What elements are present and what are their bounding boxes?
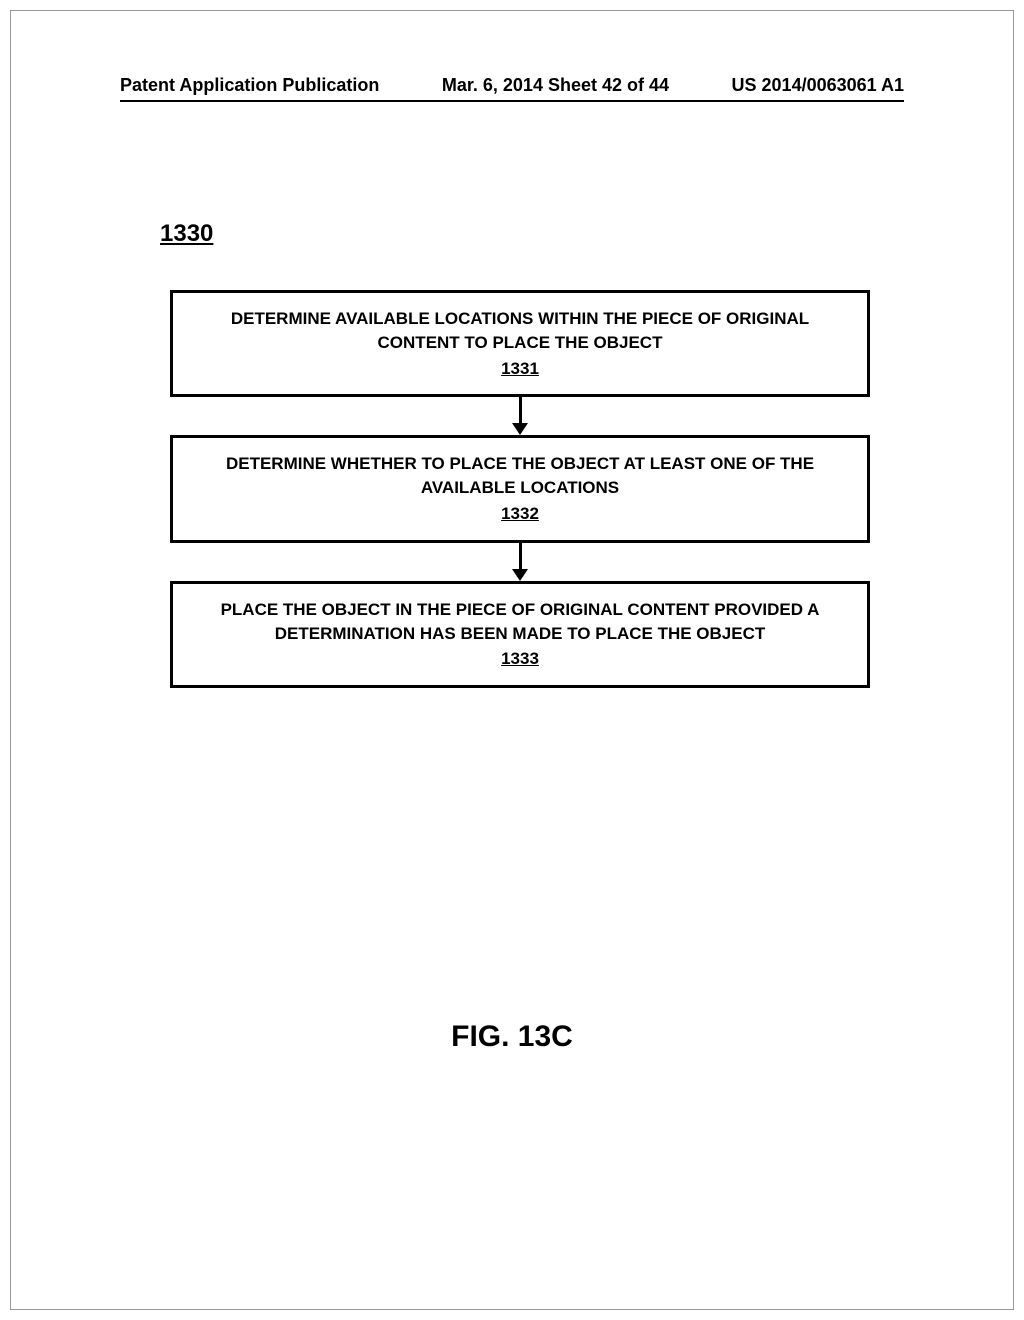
date-sheet: Mar. 6, 2014 Sheet 42 of 44 (442, 75, 669, 96)
page-header: Patent Application Publication Mar. 6, 2… (120, 75, 904, 96)
flowchart-node-text: PLACE THE OBJECT IN THE PIECE OF ORIGINA… (221, 600, 820, 643)
flowchart-node-1332: DETERMINE WHETHER TO PLACE THE OBJECT AT… (170, 435, 870, 542)
flowchart-node-number: 1331 (193, 357, 847, 381)
arrow-head-icon (512, 423, 528, 435)
arrow-head-icon (512, 569, 528, 581)
flowchart-arrow (170, 543, 870, 581)
figure-caption: FIG. 13C (0, 1020, 1024, 1054)
figure-reference-number: 1330 (160, 220, 213, 248)
flowchart-arrow (170, 397, 870, 435)
header-rule (120, 100, 904, 102)
arrow-line (519, 397, 522, 425)
arrow-line (519, 543, 522, 571)
flowchart-node-number: 1333 (193, 647, 847, 671)
flowchart-node-1333: PLACE THE OBJECT IN THE PIECE OF ORIGINA… (170, 581, 870, 688)
flowchart-container: DETERMINE AVAILABLE LOCATIONS WITHIN THE… (170, 290, 870, 688)
flowchart-node-text: DETERMINE WHETHER TO PLACE THE OBJECT AT… (226, 454, 814, 497)
flowchart-node-number: 1332 (193, 502, 847, 526)
flowchart-node-text: DETERMINE AVAILABLE LOCATIONS WITHIN THE… (231, 309, 809, 352)
publication-number: US 2014/0063061 A1 (732, 75, 904, 96)
flowchart-node-1331: DETERMINE AVAILABLE LOCATIONS WITHIN THE… (170, 290, 870, 397)
publication-type: Patent Application Publication (120, 75, 379, 96)
